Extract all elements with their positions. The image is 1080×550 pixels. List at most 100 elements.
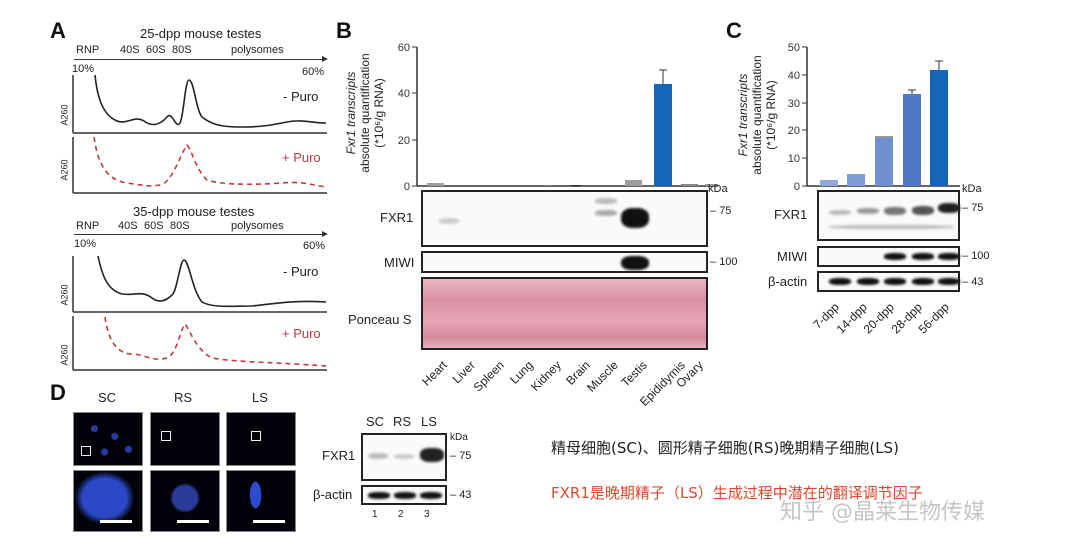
band	[621, 208, 649, 228]
ylabel-line3: (*10⁶/g RNA)	[764, 80, 778, 150]
kda-label: kDa	[708, 183, 728, 195]
svg-text:40: 40	[788, 70, 800, 82]
zoom-box	[81, 446, 91, 456]
ylabel-a260: A260	[59, 344, 70, 366]
band	[829, 210, 851, 215]
ylabel-a260: A260	[59, 284, 70, 306]
lane-number-1: 1	[372, 509, 378, 520]
micrograph-ls-detail	[226, 470, 296, 532]
micrograph-rs-overview	[150, 412, 220, 466]
marker-75: – 75	[710, 205, 732, 217]
gradient-arrow	[74, 234, 324, 235]
svg-text:0: 0	[794, 181, 800, 193]
marker-100: – 100	[962, 250, 990, 262]
polysome-profile-35dpp	[72, 255, 327, 371]
minus-puro-label: - Puro	[283, 264, 319, 279]
ylabel-line2: absolute quantification	[750, 55, 764, 175]
band	[829, 225, 954, 229]
cell-label-sc: SC	[98, 390, 117, 405]
gradient-arrow	[74, 59, 324, 60]
band	[420, 448, 444, 462]
svg-text:50: 50	[788, 42, 800, 54]
band	[595, 198, 617, 204]
fraction-rnp: RNP	[76, 44, 100, 56]
fxr1-blot-tissues	[421, 190, 708, 247]
fraction-rnp: RNP	[76, 220, 100, 232]
band	[938, 203, 960, 213]
marker-75: – 75	[962, 202, 984, 214]
gradient-start: 10%	[74, 238, 97, 250]
svg-text:30: 30	[788, 98, 800, 110]
marker-75-value: 75	[719, 205, 732, 217]
actin-blot-development	[817, 271, 960, 292]
band	[912, 206, 934, 215]
kda-label: kDa	[450, 432, 468, 443]
marker-100: – 100	[710, 256, 738, 268]
plus-puro-label: + Puro	[282, 150, 321, 165]
plus-puro-label: + Puro	[282, 326, 321, 341]
ylabel-line3: (*10⁶/g RNA)	[372, 78, 386, 148]
band	[368, 492, 390, 499]
svg-text:60: 60	[398, 42, 410, 54]
panel-a-top-title: 25-dpp mouse testes	[140, 26, 262, 41]
band	[829, 278, 851, 285]
actin-blot-cells	[361, 485, 447, 505]
arrow-head-icon	[322, 231, 328, 237]
miwi-label: MIWI	[384, 255, 415, 270]
band	[912, 278, 934, 285]
marker-100-value: 100	[971, 250, 990, 262]
band	[595, 210, 617, 216]
marker-43: – 43	[962, 276, 984, 288]
band	[938, 278, 960, 285]
band	[621, 256, 649, 270]
ylabel-line1: Fxr1 transcripts	[344, 71, 358, 155]
fxr1-label: FXR1	[380, 210, 414, 225]
watermark: 知乎 @晶莱生物传媒	[780, 500, 985, 525]
cell-label-ls: LS	[252, 390, 268, 405]
fxr1-blot-cells	[361, 433, 447, 481]
fxr1-label: FXR1	[322, 448, 356, 463]
lane-number-2: 2	[398, 509, 404, 520]
fraction-polysomes: polysomes	[231, 44, 284, 56]
ylabel-a260: A260	[59, 104, 70, 126]
band	[857, 278, 879, 285]
svg-text:0: 0	[404, 181, 410, 193]
ylabel-line2: absolute quantification	[358, 53, 372, 173]
kda-label: kDa	[962, 183, 982, 195]
marker-100-value: 100	[719, 256, 738, 268]
fraction-polysomes: polysomes	[231, 220, 284, 232]
panel-d-letter: D	[50, 380, 66, 405]
minus-puro-label: - Puro	[283, 89, 319, 104]
fraction-60s: 60S	[146, 44, 166, 56]
band	[394, 454, 414, 459]
ylabel-a260: A260	[59, 159, 70, 181]
panel-b-ylabel: Fxr1 transcripts absolute quantification…	[344, 38, 386, 188]
ponceau-blot	[421, 277, 708, 350]
panel-c-ylabel: Fxr1 transcripts absolute quantification…	[736, 40, 778, 190]
scale-bar	[177, 520, 209, 523]
zoom-box	[251, 431, 261, 441]
micrograph-sc-overview	[73, 412, 143, 466]
panel-b-bar-chart: 60 40 20 0	[398, 42, 718, 193]
band	[368, 453, 388, 459]
band	[439, 218, 459, 224]
gradient-start: 10%	[72, 63, 95, 75]
band	[884, 253, 906, 260]
band	[394, 492, 416, 499]
panel-a-bottom-title: 35-dpp mouse testes	[133, 204, 255, 219]
caption-fxr1-role: FXR1是晚期精子（LS）生成过程中潜在的翻译调节因子	[551, 484, 923, 502]
zoom-box	[161, 431, 171, 441]
svg-text:20: 20	[398, 135, 410, 147]
fraction-40s: 40S	[118, 220, 138, 232]
lane-number-3: 3	[424, 509, 430, 520]
fxr1-label: FXR1	[774, 207, 808, 222]
cell-label-rs: RS	[174, 390, 193, 405]
svg-text:10: 10	[788, 153, 800, 165]
band	[938, 253, 960, 260]
panel-c-bar-chart: 50 40 30 20 10 0	[788, 42, 960, 193]
blot-lane-sc: SC	[366, 414, 385, 429]
panel-b-letter: B	[336, 18, 352, 43]
band	[420, 492, 442, 499]
panel-a-letter: A	[50, 18, 66, 43]
miwi-blot-tissues	[421, 251, 708, 273]
